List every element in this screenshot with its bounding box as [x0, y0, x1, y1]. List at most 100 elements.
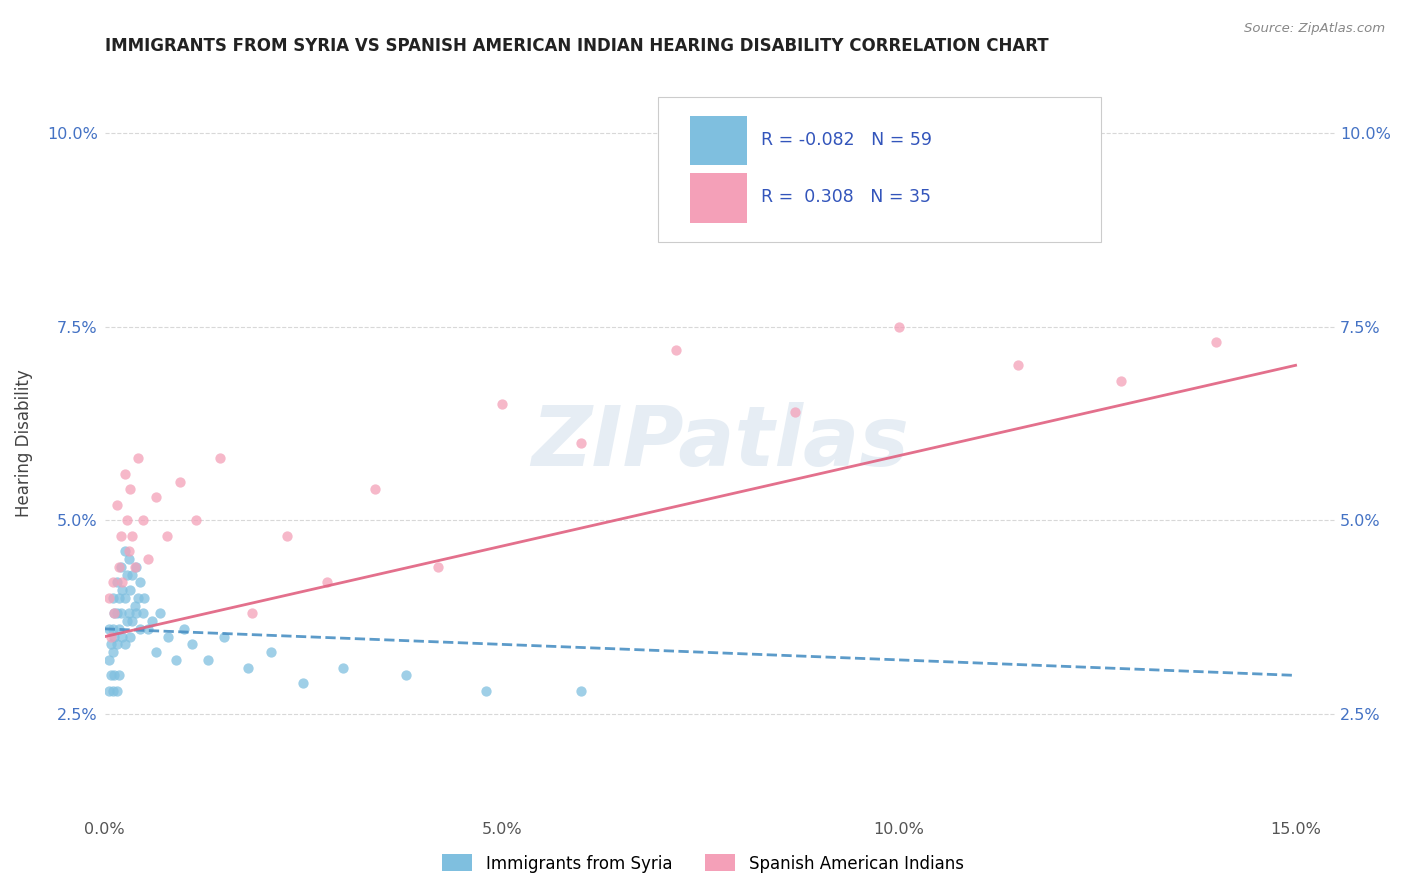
- Point: [127, 591, 149, 605]
- Point: [120, 630, 142, 644]
- Point: [114, 637, 136, 651]
- Point: [100, 668, 122, 682]
- FancyBboxPatch shape: [658, 97, 1101, 242]
- Point: [145, 645, 167, 659]
- Point: [124, 559, 146, 574]
- Point: [363, 483, 385, 497]
- FancyBboxPatch shape: [690, 116, 747, 165]
- Point: [569, 435, 592, 450]
- Point: [101, 575, 124, 590]
- Point: [212, 630, 235, 644]
- Point: [117, 544, 139, 558]
- Point: [427, 559, 450, 574]
- Point: [569, 684, 592, 698]
- Point: [173, 622, 195, 636]
- Point: [110, 607, 132, 621]
- Point: [1205, 334, 1227, 349]
- Y-axis label: Hearing Disability: Hearing Disability: [15, 369, 32, 516]
- Point: [97, 684, 120, 698]
- Point: [111, 575, 134, 590]
- Point: [103, 607, 125, 621]
- Point: [101, 591, 124, 605]
- Point: [127, 451, 149, 466]
- Point: [197, 653, 219, 667]
- Point: [124, 599, 146, 613]
- Point: [169, 475, 191, 489]
- Point: [97, 622, 120, 636]
- Point: [105, 575, 128, 590]
- Text: R = -0.082   N = 59: R = -0.082 N = 59: [761, 131, 932, 149]
- Text: ZIPatlas: ZIPatlas: [531, 402, 908, 483]
- Point: [100, 637, 122, 651]
- Point: [145, 490, 167, 504]
- Point: [129, 575, 152, 590]
- FancyBboxPatch shape: [690, 173, 747, 223]
- Point: [1007, 359, 1029, 373]
- Point: [129, 622, 152, 636]
- Point: [120, 483, 142, 497]
- Point: [108, 668, 131, 682]
- Point: [120, 583, 142, 598]
- Legend: Immigrants from Syria, Spanish American Indians: Immigrants from Syria, Spanish American …: [436, 847, 970, 880]
- Point: [115, 513, 138, 527]
- Point: [101, 684, 124, 698]
- Point: [316, 575, 339, 590]
- Point: [105, 607, 128, 621]
- Point: [395, 668, 418, 682]
- Point: [125, 559, 148, 574]
- Point: [100, 630, 122, 644]
- Point: [236, 660, 259, 674]
- Point: [132, 513, 155, 527]
- Point: [491, 397, 513, 411]
- Point: [475, 684, 498, 698]
- Point: [181, 637, 204, 651]
- Point: [156, 529, 179, 543]
- Point: [121, 614, 143, 628]
- Point: [276, 529, 298, 543]
- Point: [208, 451, 231, 466]
- Point: [110, 559, 132, 574]
- Point: [114, 544, 136, 558]
- Point: [108, 591, 131, 605]
- Point: [132, 607, 155, 621]
- Point: [149, 607, 172, 621]
- Point: [114, 591, 136, 605]
- Point: [105, 684, 128, 698]
- Point: [292, 676, 315, 690]
- Point: [97, 591, 120, 605]
- Point: [121, 567, 143, 582]
- Point: [141, 614, 163, 628]
- Point: [111, 630, 134, 644]
- Point: [665, 343, 688, 357]
- Point: [332, 660, 354, 674]
- Point: [184, 513, 207, 527]
- Point: [105, 637, 128, 651]
- Point: [103, 630, 125, 644]
- Text: IMMIGRANTS FROM SYRIA VS SPANISH AMERICAN INDIAN HEARING DISABILITY CORRELATION : IMMIGRANTS FROM SYRIA VS SPANISH AMERICA…: [104, 37, 1049, 55]
- Point: [138, 552, 160, 566]
- Point: [108, 559, 131, 574]
- Point: [240, 607, 263, 621]
- Point: [110, 529, 132, 543]
- Text: R =  0.308   N = 35: R = 0.308 N = 35: [761, 188, 931, 206]
- Point: [115, 614, 138, 628]
- Point: [887, 319, 910, 334]
- Point: [105, 498, 128, 512]
- Point: [115, 567, 138, 582]
- Point: [103, 607, 125, 621]
- Point: [260, 645, 283, 659]
- Point: [108, 622, 131, 636]
- Point: [101, 645, 124, 659]
- Point: [138, 622, 160, 636]
- Point: [125, 607, 148, 621]
- Point: [117, 552, 139, 566]
- Point: [97, 653, 120, 667]
- Point: [101, 622, 124, 636]
- Point: [1109, 374, 1132, 388]
- Point: [103, 668, 125, 682]
- Point: [165, 653, 187, 667]
- Point: [157, 630, 180, 644]
- Point: [121, 529, 143, 543]
- Point: [114, 467, 136, 481]
- Point: [117, 607, 139, 621]
